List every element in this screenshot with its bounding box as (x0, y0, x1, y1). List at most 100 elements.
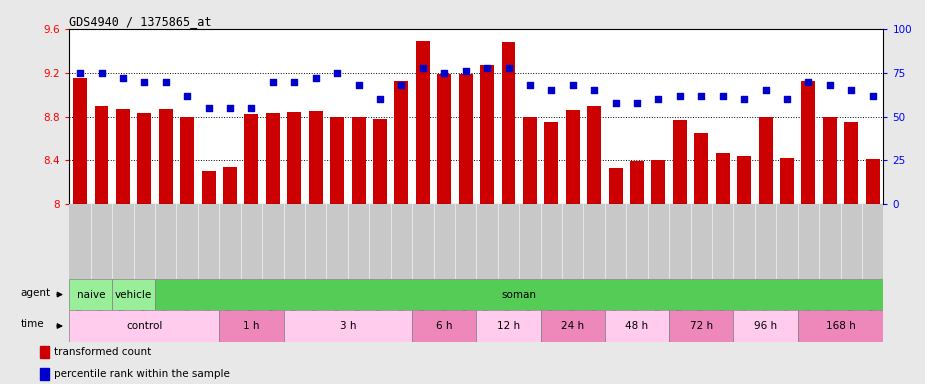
Bar (737, 156, 751, 204)
Point (458, 68, 473, 74)
Bar (605, 310, 669, 342)
Point (865, 93, 880, 99)
Point (94, 70, 109, 76)
Bar (609, 168, 623, 204)
Point (179, 93, 194, 99)
Bar (866, 159, 880, 204)
Point (565, 82, 580, 88)
Text: GDS4940 / 1375865_at: GDS4940 / 1375865_at (69, 15, 212, 28)
Point (287, 79, 302, 85)
Text: 96 h: 96 h (754, 321, 777, 331)
Bar (780, 158, 794, 204)
Bar (159, 109, 173, 204)
Bar (155, 279, 883, 310)
Point (329, 70, 344, 76)
Point (394, 82, 409, 88)
Bar (112, 279, 155, 310)
Point (244, 105, 259, 111)
Point (158, 79, 173, 85)
Bar (416, 41, 430, 204)
Bar (501, 42, 515, 204)
Bar (716, 152, 730, 204)
Point (609, 99, 623, 106)
Text: agent: agent (20, 288, 51, 298)
Bar (69, 279, 112, 310)
Bar (244, 114, 258, 204)
Bar (630, 161, 644, 204)
Text: vehicle: vehicle (115, 290, 153, 300)
Point (352, 82, 366, 88)
Point (801, 79, 816, 85)
Bar (651, 160, 665, 204)
Text: 24 h: 24 h (561, 321, 585, 331)
Point (523, 82, 537, 88)
Point (822, 82, 837, 88)
Point (651, 96, 666, 102)
Point (780, 96, 795, 102)
Text: soman: soman (501, 290, 536, 300)
Bar (545, 122, 559, 204)
Point (137, 79, 152, 85)
Bar (695, 133, 709, 204)
Bar (734, 310, 797, 342)
Bar (288, 112, 302, 204)
Bar (94, 106, 108, 204)
Text: 72 h: 72 h (690, 321, 713, 331)
Point (73, 70, 88, 76)
Point (758, 87, 773, 93)
Point (694, 93, 709, 99)
Point (308, 75, 323, 81)
Bar (352, 116, 365, 204)
Bar (40, 368, 49, 380)
Bar (669, 310, 734, 342)
Text: 6 h: 6 h (436, 321, 452, 331)
Bar (265, 113, 280, 204)
Bar (330, 116, 344, 204)
Bar (758, 116, 772, 204)
Bar (40, 346, 49, 358)
Bar (823, 116, 837, 204)
Text: time: time (20, 319, 44, 329)
Bar (797, 310, 883, 342)
Text: 3 h: 3 h (339, 321, 356, 331)
Bar (138, 113, 152, 204)
Bar (116, 109, 130, 204)
Point (544, 87, 559, 93)
Point (736, 96, 751, 102)
Text: 12 h: 12 h (497, 321, 520, 331)
Bar (438, 74, 451, 204)
Bar (540, 310, 605, 342)
Bar (845, 122, 858, 204)
Text: percentile rank within the sample: percentile rank within the sample (54, 369, 229, 379)
Bar (284, 310, 413, 342)
Bar (480, 65, 494, 204)
Point (202, 105, 216, 111)
Point (586, 87, 601, 93)
Point (373, 96, 388, 102)
Bar (672, 120, 687, 204)
Bar (180, 116, 194, 204)
Bar (373, 119, 387, 204)
Point (630, 99, 645, 106)
Bar (223, 167, 237, 204)
Point (501, 65, 516, 71)
Bar (566, 110, 580, 204)
Bar (219, 310, 284, 342)
Point (844, 87, 858, 93)
Bar (523, 116, 536, 204)
Bar (801, 81, 815, 204)
Point (715, 93, 730, 99)
Point (223, 105, 238, 111)
Point (437, 70, 451, 76)
Bar (413, 310, 476, 342)
Text: 1 h: 1 h (243, 321, 260, 331)
Text: control: control (126, 321, 163, 331)
Bar (394, 81, 408, 204)
Point (480, 65, 495, 71)
Text: naive: naive (77, 290, 105, 300)
Bar (309, 111, 323, 204)
Text: 48 h: 48 h (625, 321, 648, 331)
Point (265, 79, 280, 85)
Bar (459, 74, 473, 204)
Point (672, 93, 687, 99)
